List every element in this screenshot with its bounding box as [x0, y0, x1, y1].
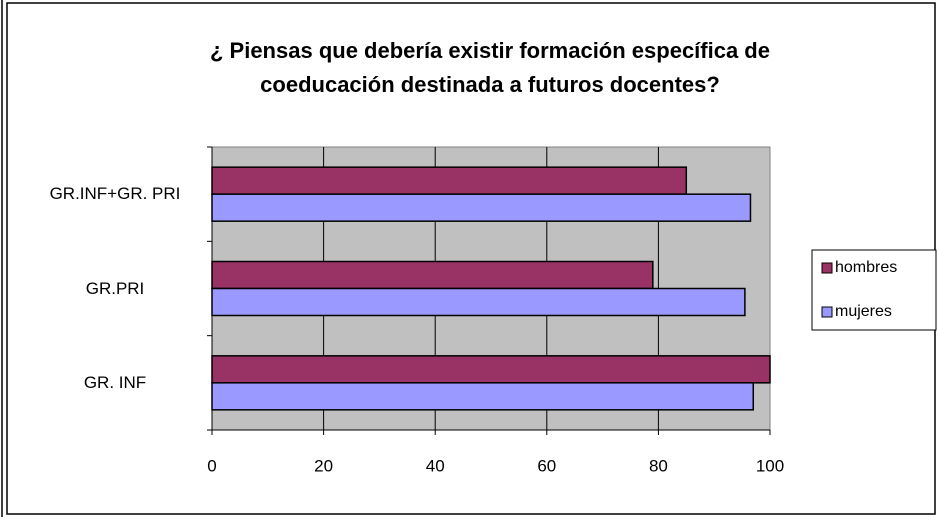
- legend-swatch: [821, 306, 833, 318]
- y-tick-label: GR.INF+GR. PRI: [49, 184, 181, 204]
- bar: [211, 166, 688, 195]
- x-tick-label: 100: [756, 456, 784, 475]
- bar: [211, 193, 752, 222]
- chart-title: ¿ Piensas que debería existir formación …: [209, 38, 770, 97]
- x-tick-label: 20: [314, 456, 333, 475]
- legend-box: [811, 249, 937, 331]
- legend-label: mujeres: [835, 303, 892, 320]
- bar: [211, 382, 755, 411]
- y-tick-label: GR.PRI: [85, 278, 145, 298]
- y-tick-label: GR. INF: [83, 372, 147, 392]
- bar: [211, 260, 654, 290]
- bar: [211, 355, 771, 384]
- x-tick-label: 80: [649, 456, 668, 475]
- x-tick-label: 40: [426, 456, 445, 475]
- legend-swatch: [821, 262, 833, 274]
- legend-label: hombres: [835, 259, 897, 276]
- bar: [211, 287, 746, 317]
- x-tick-label: 0: [207, 456, 216, 475]
- x-tick-label: 60: [537, 456, 556, 475]
